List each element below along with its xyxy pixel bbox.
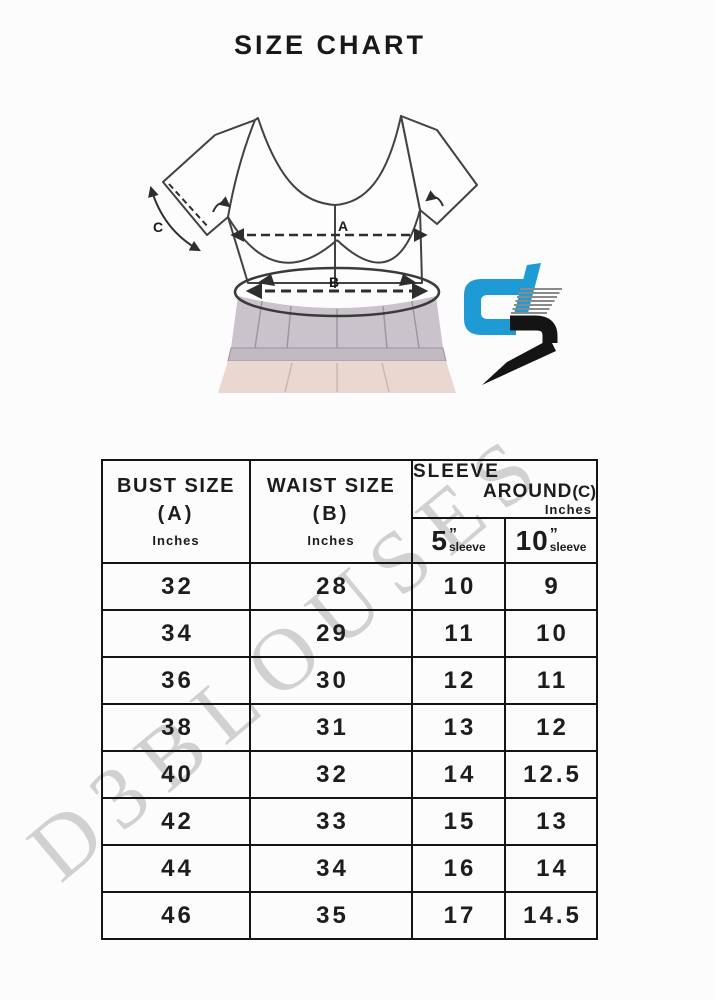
table-cell: 35: [249, 891, 413, 940]
waist-label: B: [329, 274, 339, 290]
table-row: 42 33 15 13: [101, 797, 598, 846]
table-cell: 9: [504, 562, 598, 611]
header-sleeve-title2: AROUND(C): [413, 481, 596, 503]
table-cell: 44: [101, 844, 251, 893]
header-sleeve-5: 5 ” sleeve: [411, 517, 506, 564]
header-sleeve-title: SLEEVE: [413, 461, 500, 482]
table-cell: 11: [411, 609, 506, 658]
sleeve-5-number: 5: [431, 524, 448, 556]
table-cell: 34: [249, 844, 413, 893]
blouse-diagram-icon: A B C: [148, 115, 478, 393]
table-cell: 33: [249, 797, 413, 846]
brand-logo: [452, 243, 607, 398]
table-row: 38 31 13 12: [101, 703, 598, 752]
logo-black-3: [482, 315, 558, 385]
table-cell: 42: [101, 797, 251, 846]
header-waist-code: (B): [312, 503, 350, 525]
header-bust-title: BUST SIZE: [117, 475, 235, 497]
table-cell: 12.5: [504, 750, 598, 799]
table-cell: 32: [101, 562, 251, 611]
size-table: BUST SIZE (A) Inches WAIST SIZE (B) Inch…: [101, 459, 598, 940]
header-sleeve-10: 10 ” sleeve: [504, 517, 598, 564]
table-row: 32 28 10 9: [101, 562, 598, 611]
table-cell: 40: [101, 750, 251, 799]
table-cell: 34: [101, 609, 251, 658]
table-cell: 13: [504, 797, 598, 846]
table-cell: 15: [411, 797, 506, 846]
table-row: 40 32 14 12.5: [101, 750, 598, 799]
table-cell: 10: [411, 562, 506, 611]
bust-measurement-arrow: [212, 190, 444, 242]
sleeve-10-label: sleeve: [549, 539, 587, 554]
header-sleeve-code: (C): [572, 482, 596, 501]
table-cell: 12: [411, 656, 506, 705]
table-cell: 14.5: [504, 891, 598, 940]
table-cell: 38: [101, 703, 251, 752]
sleeve-5-inch-mark: ”: [448, 525, 457, 543]
header-bust-size: BUST SIZE (A) Inches: [101, 459, 251, 564]
table-cell: 12: [504, 703, 598, 752]
table-cell: 30: [249, 656, 413, 705]
table-row: 46 35 17 14.5: [101, 891, 598, 940]
header-waist-size: WAIST SIZE (B) Inches: [249, 459, 413, 564]
table-cell: 31: [249, 703, 413, 752]
sleeve-5-label: sleeve: [448, 539, 486, 554]
header-bust-code: (A): [157, 503, 195, 525]
header-bust-unit: Inches: [152, 533, 200, 548]
sleeve-label: C: [153, 219, 163, 235]
table-cell: 32: [249, 750, 413, 799]
header-sleeve-around: SLEEVE AROUND(C) Inches: [411, 459, 598, 519]
table-cell: 17: [411, 891, 506, 940]
table-cell: 11: [504, 656, 598, 705]
header-sleeve-unit: Inches: [544, 502, 592, 517]
table-cell: 29: [249, 609, 413, 658]
table-row: 44 34 16 14: [101, 844, 598, 893]
header-sleeve-around-word: AROUND: [483, 481, 573, 502]
table-cell: 14: [504, 844, 598, 893]
sleeve-10-inch-mark: ”: [549, 525, 558, 543]
table-cell: 16: [411, 844, 506, 893]
header-waist-unit: Inches: [307, 533, 355, 548]
blouse-measurement-diagram: A B C: [125, 100, 495, 420]
table-cell: 46: [101, 891, 251, 940]
skirt-shading: [218, 296, 456, 393]
table-cell: 28: [249, 562, 413, 611]
page-title: SIZE CHART: [234, 30, 426, 60]
waist-measurement-arrow: [233, 266, 441, 318]
size-table-body: 32 28 10 9 34 29 11 10 36 30 12 11 38 31 13 12 40 32 14 12.…: [101, 562, 598, 940]
table-row: 34 29 11 10: [101, 609, 598, 658]
table-cell: 36: [101, 656, 251, 705]
table-cell: 13: [411, 703, 506, 752]
logo-speed-lines: [511, 288, 562, 314]
sleeve-measurement-arrow: [148, 183, 210, 252]
table-row: 36 30 12 11: [101, 656, 598, 705]
header-waist-title: WAIST SIZE: [266, 475, 396, 497]
table-cell: 14: [411, 750, 506, 799]
table-cell: 10: [504, 609, 598, 658]
d3-logo-icon: [464, 263, 562, 385]
sleeve-10-number: 10: [515, 524, 549, 556]
bust-label: A: [338, 218, 348, 234]
